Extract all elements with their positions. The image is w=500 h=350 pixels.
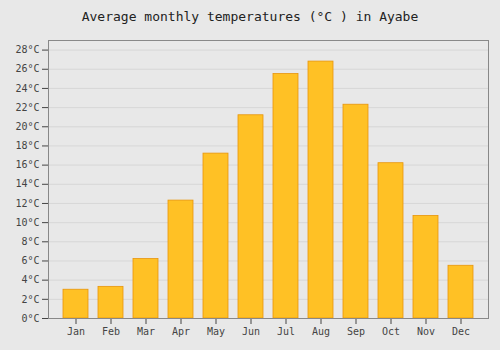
html-text:Average monthly temperatures (: Average monthly temperatures (°C ) in Ay… xyxy=(81,9,419,24)
svg-text:Mar: Mar xyxy=(137,326,155,337)
svg-text:8°C: 8°C xyxy=(21,236,39,247)
svg-text:2°C: 2°C xyxy=(21,294,39,305)
svg-text:14°C: 14°C xyxy=(15,178,39,189)
svg-text:Jan: Jan xyxy=(67,326,85,337)
svg-text:20°C: 20°C xyxy=(15,121,39,132)
svg-text:Aug: Aug xyxy=(312,326,330,337)
svg-text:16°C: 16°C xyxy=(15,159,39,170)
svg-text:Apr: Apr xyxy=(172,326,190,337)
svg-text:12°C: 12°C xyxy=(15,198,39,209)
svg-text:May: May xyxy=(207,326,225,337)
svg-text:26°C: 26°C xyxy=(15,63,39,74)
svg-text:22°C: 22°C xyxy=(15,102,39,113)
svg-text:Dec: Dec xyxy=(452,326,470,337)
svg-text:Feb: Feb xyxy=(102,326,120,337)
svg-text:Jun: Jun xyxy=(242,326,260,337)
svg-text:6°C: 6°C xyxy=(21,255,39,266)
svg-text:10°C: 10°C xyxy=(15,217,39,228)
svg-text:18°C: 18°C xyxy=(15,140,39,151)
svg-text:Oct: Oct xyxy=(382,326,400,337)
svg-text:Jul: Jul xyxy=(277,326,295,337)
svg-text:0°C: 0°C xyxy=(21,313,39,324)
svg-text:4°C: 4°C xyxy=(21,274,39,285)
svg-text:Sep: Sep xyxy=(347,326,365,337)
svg-text:28°C: 28°C xyxy=(15,44,39,55)
svg-text:24°C: 24°C xyxy=(15,83,39,94)
svg-text:Nov: Nov xyxy=(417,326,435,337)
